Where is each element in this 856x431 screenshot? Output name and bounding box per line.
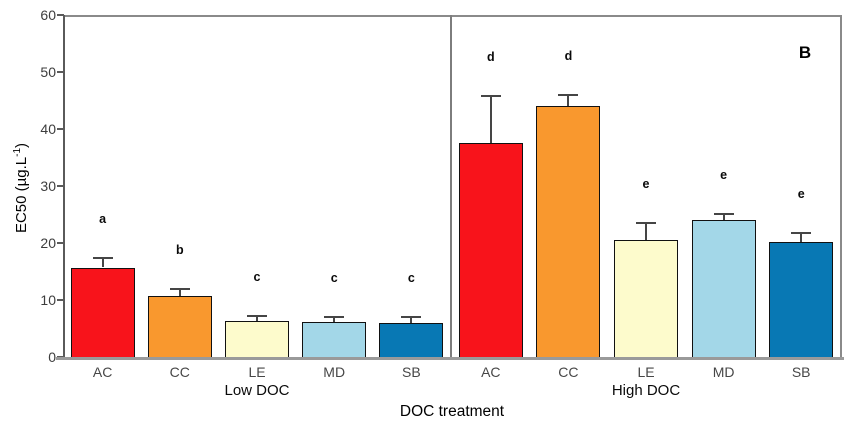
error-bar-cap-high-doc-le <box>636 222 656 225</box>
bar-high-doc-sb <box>769 241 834 358</box>
bar-low-doc-le <box>225 320 289 358</box>
y-axis-title-superscript: -1 <box>12 147 23 157</box>
x-tick-label-low-doc-le: LE <box>248 364 266 380</box>
y-tick-label-30: 30 <box>40 178 56 194</box>
error-bar-cap-low-doc-ac <box>92 257 113 260</box>
y-tick-mark-40 <box>57 128 64 130</box>
error-bar-stem-low-doc-cc <box>178 288 181 296</box>
x-tick-label-high-doc-cc: CC <box>558 364 579 380</box>
sig-letter-high-doc-ac: d <box>486 49 495 64</box>
error-bar-stem-low-doc-le <box>256 315 258 321</box>
y-tick-mark-20 <box>57 242 64 244</box>
bar-low-doc-ac <box>70 267 135 358</box>
bar-low-doc-sb <box>379 322 444 358</box>
x-tick-label-high-doc-sb: SB <box>791 364 811 380</box>
x-tick-label-low-doc-ac: AC <box>92 364 113 380</box>
group-divider-line <box>450 15 452 358</box>
panel-label: B <box>798 43 812 62</box>
error-bar-cap-low-doc-md <box>324 315 345 318</box>
sig-letter-high-doc-cc: d <box>564 48 573 63</box>
x-tick-label-high-doc-le: LE <box>637 364 655 380</box>
error-bar-cap-low-doc-le <box>247 314 267 317</box>
x-tick-label-low-doc-cc: CC <box>169 364 190 380</box>
error-bar-stem-low-doc-md <box>333 316 336 322</box>
bar-high-doc-le <box>614 239 678 358</box>
y-tick-label-50: 50 <box>40 64 56 80</box>
x-tick-label-low-doc-md: MD <box>323 364 346 380</box>
error-bar-cap-high-doc-md <box>713 212 734 215</box>
error-bar-stem-low-doc-sb <box>410 316 413 323</box>
y-tick-mark-10 <box>57 299 64 301</box>
error-bar-cap-low-doc-sb <box>401 315 422 318</box>
y-tick-label-40: 40 <box>40 121 56 137</box>
y-axis-title-text: EC50 (µg.L <box>13 156 30 234</box>
x-tick-label-high-doc-ac: AC <box>481 364 501 380</box>
error-bar-cap-high-doc-sb <box>791 232 812 235</box>
sig-letter-high-doc-sb: e <box>797 187 805 202</box>
error-bar-stem-high-doc-cc <box>567 94 570 107</box>
bar-low-doc-md <box>302 321 367 358</box>
y-tick-label-10: 10 <box>40 292 56 308</box>
plot-frame-right <box>840 15 842 358</box>
sig-letter-low-doc-le: c <box>253 269 261 284</box>
error-bar-stem-low-doc-ac <box>101 258 104 268</box>
error-bar-stem-high-doc-ac <box>489 95 492 144</box>
x-tick-label-high-doc-md: MD <box>712 364 735 380</box>
error-bar-cap-high-doc-ac <box>480 94 501 97</box>
bar-high-doc-cc <box>536 106 601 358</box>
error-bar-cap-high-doc-cc <box>558 93 579 96</box>
sig-letter-low-doc-cc: b <box>175 242 184 257</box>
error-bar-stem-high-doc-md <box>722 213 725 221</box>
sig-letter-high-doc-md: e <box>720 167 728 182</box>
y-tick-mark-30 <box>57 185 64 187</box>
sig-letter-low-doc-ac: a <box>99 212 107 227</box>
group-label-low-doc: Low DOC <box>224 382 290 399</box>
sig-letter-high-doc-le: e <box>642 177 650 192</box>
y-tick-label-0: 0 <box>48 349 56 365</box>
error-bar-cap-low-doc-cc <box>169 287 190 290</box>
y-tick-label-20: 20 <box>40 235 56 251</box>
x-axis-line <box>56 356 844 360</box>
sig-letter-low-doc-sb: c <box>407 270 415 285</box>
x-axis-title: DOC treatment <box>399 403 505 420</box>
y-axis-line <box>63 15 65 358</box>
y-axis-title: EC50 (µg.L-1) <box>12 108 30 268</box>
bar-low-doc-cc <box>147 296 212 358</box>
bar-high-doc-ac <box>458 143 523 358</box>
sig-letter-low-doc-md: c <box>330 270 338 285</box>
y-tick-mark-60 <box>57 14 64 16</box>
y-axis-title-suffix: ) <box>13 142 30 148</box>
y-tick-label-60: 60 <box>40 7 56 23</box>
plot-frame-top <box>63 15 842 17</box>
x-tick-label-low-doc-sb: SB <box>402 364 421 380</box>
bar-high-doc-md <box>691 220 756 358</box>
error-bar-stem-high-doc-le <box>645 223 647 240</box>
error-bar-stem-high-doc-sb <box>800 233 803 242</box>
y-tick-mark-50 <box>57 71 64 73</box>
group-label-high-doc: High DOC <box>611 382 681 399</box>
